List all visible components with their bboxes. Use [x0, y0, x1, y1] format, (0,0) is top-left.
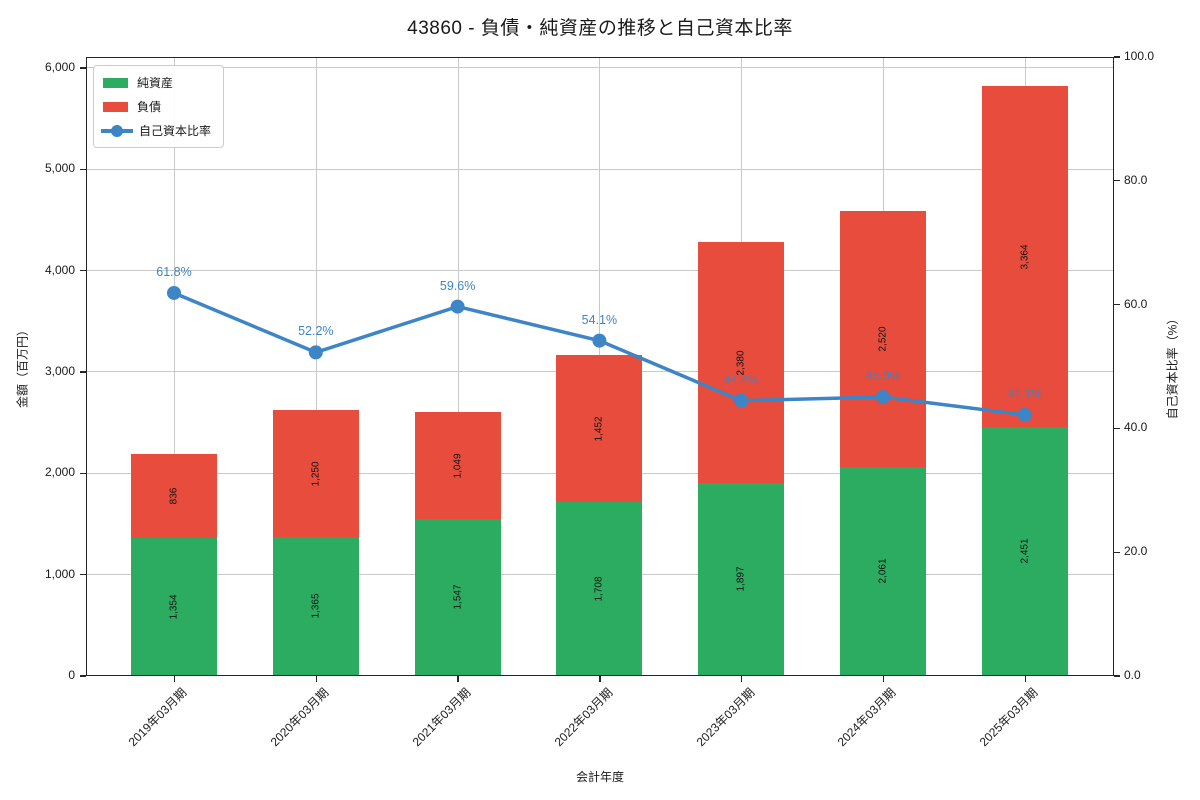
x-tick-label: 2024年03月期	[835, 685, 899, 750]
plot-area: 純資産 負債 自己資本比率 1,354 836 1,365 1,250 1,547 1,0…	[86, 57, 1114, 676]
y-left-tick-label: 2,000	[44, 465, 75, 480]
bar-segment-純資産	[981, 427, 1068, 676]
y-left-tick	[80, 675, 86, 677]
legend-label-ratio: 自己資本比率	[139, 124, 212, 138]
legend-label-equity: 純資産	[137, 76, 174, 90]
y-left-tick-label: 4,000	[44, 262, 75, 277]
bar-segment-負債	[272, 410, 359, 538]
y-right-tick-label: 40.0	[1124, 420, 1148, 435]
ratio-point-label: 59.6%	[439, 278, 476, 293]
x-tick	[599, 676, 601, 682]
liabilities-swatch-icon	[103, 101, 128, 112]
bar-segment-負債	[981, 86, 1068, 428]
ratio-point-label: 42.1%	[1007, 386, 1043, 401]
ratio-marker	[308, 345, 323, 360]
ratio-marker	[734, 393, 749, 408]
ratio-line	[173, 291, 1026, 417]
y-left-tick-label: 1,000	[44, 566, 75, 581]
ratio-marker	[167, 285, 181, 300]
bar-segment-負債	[698, 242, 785, 484]
legend-item-liabilities: 負債	[103, 98, 211, 115]
x-tick	[882, 676, 885, 682]
equity-swatch-icon	[103, 77, 128, 88]
x-tick-label: 2022年03月期	[551, 685, 616, 750]
bar-segment-純資産	[840, 466, 926, 676]
ratio-marker	[1017, 407, 1032, 422]
x-tick	[741, 676, 743, 682]
x-tick	[315, 676, 317, 682]
y-left-tick	[80, 573, 86, 576]
x-tick-label: 2019年03月期	[126, 685, 190, 750]
legend-item-equity: 純資産	[103, 74, 211, 91]
y-left-tick	[80, 472, 86, 474]
y-right-tick-label: 20.0	[1124, 544, 1148, 559]
y-left-tick-label: 0	[68, 668, 75, 682]
x-tick-label: 2023年03月期	[693, 685, 758, 750]
gridline-vertical	[457, 58, 459, 675]
ratio-marker	[592, 333, 607, 348]
y-right-tick	[1114, 675, 1120, 677]
bar-segment-純資産	[556, 502, 643, 676]
y-right-tick	[1114, 56, 1120, 58]
y-left-tick-label: 6,000	[44, 59, 75, 74]
x-axis-label: 会計年度	[575, 770, 624, 784]
y-right-tick	[1114, 180, 1120, 182]
y-right-tick-label: 80.0	[1124, 172, 1148, 187]
x-tick-label: 2020年03月期	[267, 685, 332, 750]
x-tick-label: 2021年03月期	[409, 685, 474, 750]
ratio-point-label: 52.2%	[298, 324, 334, 339]
y-right-tick-label: 0.0	[1124, 668, 1141, 682]
gridline-vertical	[174, 58, 175, 675]
legend: 純資産 負債 自己資本比率	[93, 65, 225, 148]
x-tick	[173, 676, 176, 682]
ratio-point-label: 44.4%	[723, 372, 759, 387]
x-tick	[457, 676, 459, 682]
ratio-line-marker-icon	[101, 124, 133, 137]
y-axis-right-label: 自己資本比率（%）	[1165, 312, 1180, 420]
y-right-tick	[1114, 551, 1120, 553]
chart-title: 43860 - 負債・純資産の推移と自己資本比率	[407, 18, 793, 39]
y-left-tick	[80, 168, 86, 170]
x-tick-label: 2025年03月期	[976, 685, 1041, 750]
bar-segment-純資産	[414, 518, 501, 676]
bar-segment-負債	[414, 412, 501, 519]
bar-segment-負債	[556, 355, 643, 503]
y-right-tick	[1114, 303, 1120, 306]
ratio-marker	[450, 299, 465, 314]
y-right-tick-label: 100.0	[1124, 49, 1155, 63]
y-left-tick	[80, 67, 86, 69]
y-right-tick	[1114, 427, 1120, 430]
bar-segment-純資産	[272, 537, 359, 676]
ratio-point-label: 61.8%	[156, 264, 192, 279]
ratio-point-label: 54.1%	[581, 312, 618, 327]
legend-label-liabilities: 負債	[137, 100, 162, 114]
gridline-vertical	[315, 58, 317, 675]
y-left-tick-label: 5,000	[44, 161, 75, 176]
y-left-tick	[80, 371, 86, 373]
ratio-line-layer	[167, 285, 1032, 422]
bar-segment-負債	[840, 211, 926, 467]
bar-segment-負債	[131, 453, 217, 539]
bar-segment-純資産	[698, 483, 785, 676]
ratio-dot-sample	[111, 124, 123, 137]
x-tick	[1024, 676, 1026, 682]
bar-segment-純資産	[131, 538, 217, 676]
y-left-tick-label: 3,000	[44, 363, 75, 378]
ratio-marker	[876, 389, 890, 404]
y-left-tick	[80, 269, 86, 272]
y-right-tick-label: 60.0	[1124, 296, 1148, 311]
legend-item-ratio: 自己資本比率	[101, 122, 212, 139]
ratio-point-label: 45.0%	[865, 368, 901, 383]
